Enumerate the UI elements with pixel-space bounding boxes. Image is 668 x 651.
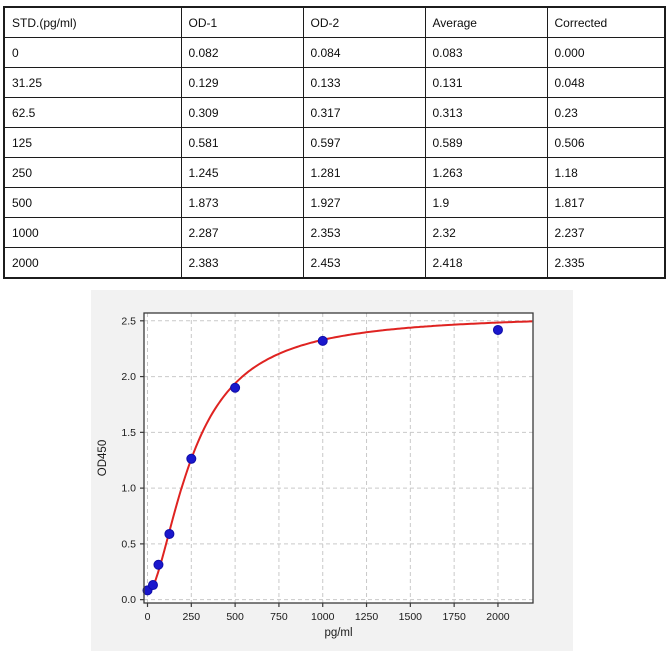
corrected-cell: 0.506 xyxy=(546,127,666,158)
plot-border xyxy=(143,312,534,604)
std-cell: 31.25 xyxy=(3,67,182,98)
std-cell: 250 xyxy=(3,157,182,188)
x-tick-label: 750 xyxy=(270,611,288,623)
y-tick-label: 2.0 xyxy=(121,371,136,383)
y-tick-label: 2.5 xyxy=(121,315,136,327)
data-point xyxy=(147,580,158,591)
x-axis-label: pg/ml xyxy=(324,627,352,639)
od1-cell: 0.581 xyxy=(180,127,304,158)
average-cell: 0.083 xyxy=(424,37,548,68)
od2-cell: 1.281 xyxy=(302,157,426,188)
table-row: 31.25 0.129 0.133 0.131 0.048 xyxy=(3,67,666,98)
y-tick-label: 0.0 xyxy=(121,594,136,606)
od1-cell: 1.245 xyxy=(180,157,304,188)
plot-area xyxy=(144,313,533,603)
average-cell: 2.32 xyxy=(424,217,548,248)
corrected-cell: 0.23 xyxy=(546,97,666,128)
corrected-cell: 2.237 xyxy=(546,217,666,248)
y-tick-label: 0.5 xyxy=(121,538,136,550)
std-cell: 500 xyxy=(3,187,182,218)
od1-cell: 0.082 xyxy=(180,37,304,68)
standard-curve-chart: 0 250 500 750 1000 1250 1500 1750 2000 0.0 0.5 1.0 1… xyxy=(97,312,534,639)
corrected-cell: 2.335 xyxy=(546,247,666,279)
x-tick-label: 500 xyxy=(226,611,244,623)
od2-cell: 0.133 xyxy=(302,67,426,98)
od2-cell: 0.084 xyxy=(302,37,426,68)
x-tick-label: 1250 xyxy=(355,611,379,623)
corrected-cell: 0.048 xyxy=(546,67,666,98)
y-tick-label: 1.0 xyxy=(121,483,136,495)
od1-cell: 2.383 xyxy=(180,247,304,279)
data-point xyxy=(186,453,197,464)
col-header-od2: OD-2 xyxy=(302,6,426,38)
corrected-cell: 1.18 xyxy=(546,157,666,188)
table-row: 62.5 0.309 0.317 0.313 0.23 xyxy=(3,97,666,128)
table-row: 125 0.581 0.597 0.589 0.506 xyxy=(3,127,666,158)
average-cell: 0.313 xyxy=(424,97,548,128)
od2-cell: 2.353 xyxy=(302,217,426,248)
x-tick-label: 250 xyxy=(183,611,201,623)
average-cell: 1.9 xyxy=(424,187,548,218)
table-row: 2000 2.383 2.453 2.418 2.335 xyxy=(3,247,666,279)
data-point xyxy=(317,335,328,346)
corrected-cell: 1.817 xyxy=(546,187,666,218)
table-row: 500 1.873 1.927 1.9 1.817 xyxy=(3,187,666,218)
standard-curve-figure: 0 250 500 750 1000 1250 1500 1750 2000 0.0 0.5 1.0 1… xyxy=(91,290,573,651)
std-cell: 2000 xyxy=(3,247,182,279)
od1-cell: 0.309 xyxy=(180,97,304,128)
std-cell: 1000 xyxy=(3,217,182,248)
corrected-cell: 0.000 xyxy=(546,37,666,68)
od1-cell: 0.129 xyxy=(180,67,304,98)
average-cell: 2.418 xyxy=(424,247,548,279)
y-tick-label: 1.5 xyxy=(121,427,136,439)
x-tick-label: 0 xyxy=(145,611,151,623)
data-point xyxy=(492,324,503,335)
std-cell: 0 xyxy=(3,37,182,68)
col-header-od1: OD-1 xyxy=(180,6,304,38)
average-cell: 0.131 xyxy=(424,67,548,98)
x-tick-label: 1500 xyxy=(399,611,423,623)
od2-cell: 1.927 xyxy=(302,187,426,218)
od2-cell: 0.597 xyxy=(302,127,426,158)
y-axis-label: OD450 xyxy=(97,440,109,476)
average-cell: 0.589 xyxy=(424,127,548,158)
table-header-row: STD.(pg/ml) OD-1 OD-2 Average Corrected xyxy=(3,6,666,38)
table-row: 0 0.082 0.084 0.083 0.000 xyxy=(3,37,666,68)
standards-table: STD.(pg/ml) OD-1 OD-2 Average Corrected … xyxy=(3,6,666,279)
col-header-std: STD.(pg/ml) xyxy=(3,6,182,38)
table-row: 250 1.245 1.281 1.263 1.18 xyxy=(3,157,666,188)
x-tick-label: 2000 xyxy=(486,611,510,623)
std-cell: 125 xyxy=(3,127,182,158)
x-tick-label: 1000 xyxy=(311,611,335,623)
od1-cell: 1.873 xyxy=(180,187,304,218)
od2-cell: 0.317 xyxy=(302,97,426,128)
std-cell: 62.5 xyxy=(3,97,182,128)
data-point xyxy=(153,559,164,570)
od2-cell: 2.453 xyxy=(302,247,426,279)
fit-curve-line xyxy=(146,320,533,595)
x-tick-label: 1750 xyxy=(442,611,466,623)
table-row: 1000 2.287 2.353 2.32 2.237 xyxy=(3,217,666,248)
data-point xyxy=(164,528,175,539)
col-header-corrected: Corrected xyxy=(546,6,666,38)
col-header-average: Average xyxy=(424,6,548,38)
od1-cell: 2.287 xyxy=(180,217,304,248)
average-cell: 1.263 xyxy=(424,157,548,188)
data-point xyxy=(230,382,241,393)
